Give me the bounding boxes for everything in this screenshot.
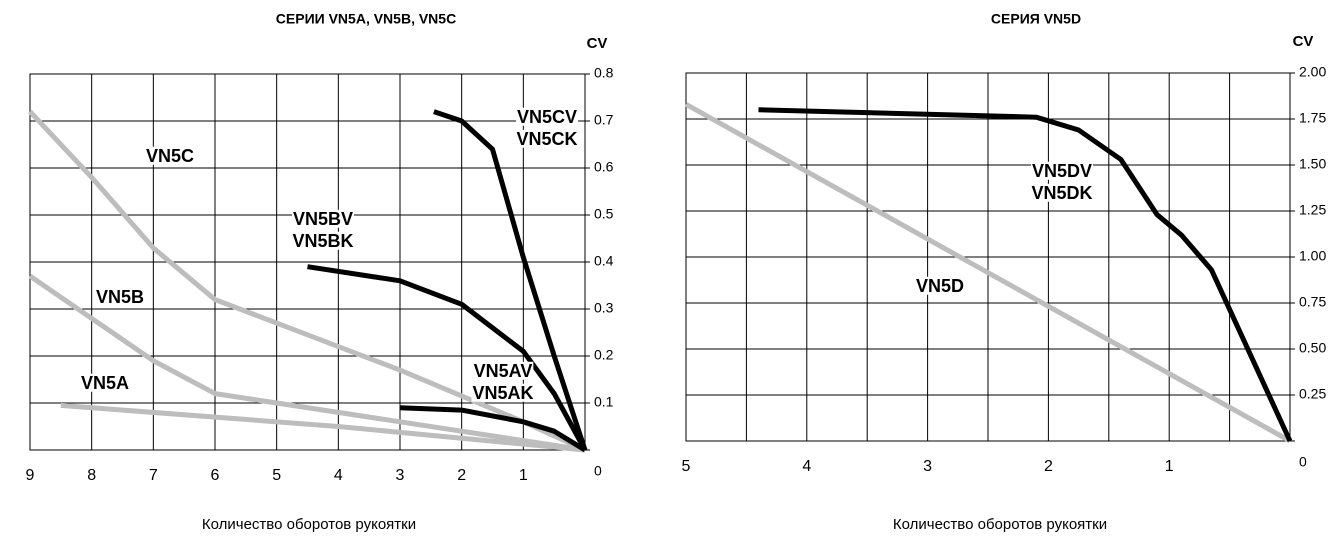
series-line [307,264,588,452]
series-label-bg [291,209,355,228]
x-tick-label: 3 [396,467,405,484]
x-tick-label: 4 [334,467,343,484]
series-label: VN5AV [474,361,533,381]
series-label-bg [471,383,535,402]
y-axis-label: CV [587,35,608,52]
ticks: 0 0.1 0.2 0.3 0.4 0.5 0.6 0.7 0.8 9 8 7 6 5 4 3 2 1 0 0.25 0… [26,64,1327,485]
x-axis-label: Количество оборотов рукоятки [893,516,1107,533]
series-line [399,405,587,453]
y-tick-label: 0.3 [594,300,614,316]
grid [29,72,1291,451]
series-label: VN5BK [292,231,353,251]
y-tick-label: 0.4 [594,253,614,269]
chart-title: СЕРИИ VN5A, VN5B, VN5C [276,11,456,27]
y-tick-label: 1.25 [1299,202,1326,218]
y-tick-label: 1.75 [1299,110,1326,126]
series-label: VN5AK [472,383,533,403]
x-tick-label: 7 [149,467,158,484]
x-tick-label: 6 [211,467,220,484]
y-tick-label: 0.7 [594,112,614,128]
y-tick-label: 1.50 [1299,156,1326,172]
y-tick-label: 0 [1299,454,1307,470]
series-line [758,107,1293,443]
x-tick-label: 5 [682,458,691,475]
lines [28,102,1293,453]
y-tick-label: 1.00 [1299,248,1326,264]
x-tick-label: 1 [1165,458,1174,475]
series-label-bg [144,146,196,165]
series-label: VN5DK [1031,183,1092,203]
series-label: VN5D [916,276,964,296]
x-tick-label: 5 [272,467,281,484]
x-tick-label: 2 [457,467,466,484]
series-line [60,402,586,453]
x-tick-label: 3 [923,458,932,475]
series-label-bg [1030,161,1094,180]
x-tick-label: 1 [519,467,528,484]
x-tick-label: 4 [802,458,811,475]
series-label-bg [291,231,355,250]
y-tick-label: 0.25 [1299,386,1326,402]
series-label: VN5CV [517,107,577,127]
y-axis-label: CV [1293,33,1314,50]
series-line [28,109,587,453]
series-label: VN5DV [1032,161,1092,181]
y-tick-label: 0.75 [1299,294,1326,310]
series-label-bg [94,287,146,306]
series-label: VN5CK [516,129,577,149]
series-line [684,102,1292,444]
series-label: VN5C [146,146,194,166]
series-label: VN5A [81,373,129,393]
y-tick-label: 2.00 [1299,64,1326,80]
series-label: VN5BV [293,209,353,229]
y-tick-label: 0.50 [1299,340,1326,356]
series-label-bg [1030,183,1094,202]
series-label: VN5B [96,287,144,307]
x-axis-label: Количество оборотов рукоятки [202,516,416,533]
series-label-bg [515,107,579,126]
series-label-bg [515,129,579,148]
x-tick-label: 9 [26,467,35,484]
y-tick-label: 0.8 [594,65,614,81]
series-label-bg [914,276,966,295]
x-tick-label: 2 [1044,458,1053,475]
y-tick-label: 0.2 [594,347,614,363]
y-tick-label: 0.1 [594,394,614,410]
series-line [28,274,586,453]
series-label-bg [79,373,131,392]
y-tick-label: 0 [594,463,602,479]
chart-title: СЕРИЯ VN5D [991,11,1081,27]
series-line [433,109,588,451]
y-tick-label: 0.6 [594,159,614,175]
y-tick-label: 0.5 [594,206,614,222]
x-tick-label: 8 [87,467,96,484]
series-label-bg [472,361,534,380]
labels: VN5CVN5BVN5AVN5CVVN5CKVN5BVVN5BKVN5AVVN5… [79,107,1094,403]
